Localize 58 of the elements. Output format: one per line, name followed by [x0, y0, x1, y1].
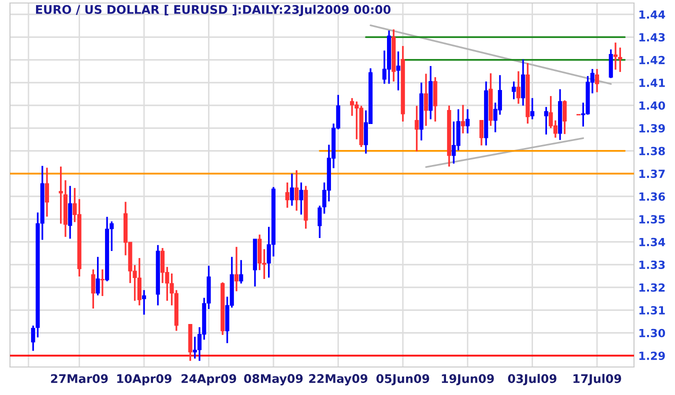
candlestick	[91, 268, 96, 310]
candlestick	[299, 182, 304, 216]
y-tick-label: 1.31	[639, 306, 665, 315]
x-tick-label: 24Apr09	[182, 374, 236, 386]
candlestick	[68, 185, 72, 240]
x-tick-label: 27Mar09	[51, 374, 108, 384]
y-tick-label: 1.42	[639, 56, 665, 64]
candlestick	[239, 259, 244, 284]
candlestick	[479, 120, 484, 146]
y-tick-label: 1.35	[639, 215, 665, 224]
candlestick	[512, 80, 516, 100]
candlestick	[460, 104, 466, 134]
candlestick	[234, 246, 239, 292]
y-tick-label: 1.29	[639, 352, 665, 360]
candlestick	[530, 97, 534, 120]
y-tick-label: 1.33	[639, 260, 665, 270]
x-tick-label: 22May09	[309, 374, 368, 386]
candlestick	[414, 104, 419, 152]
candlestick	[350, 97, 354, 117]
candlestick	[160, 247, 165, 284]
candlestick	[562, 100, 567, 135]
y-tick-label: 1.37	[639, 170, 665, 178]
y-tick-label: 1.43	[639, 33, 665, 42]
candlestick	[100, 268, 104, 297]
x-tick-label: 05Jun09	[376, 374, 430, 386]
y-tick-label: 1.38	[639, 146, 665, 156]
x-tick-label: 03Jul09	[508, 374, 556, 386]
candlestick	[613, 42, 618, 70]
y-tick-label: 1.34	[639, 238, 666, 246]
candlestick	[290, 172, 294, 207]
candlestick	[285, 182, 290, 209]
y-tick-label: 1.36	[639, 192, 665, 201]
x-tick-label: 08May09	[244, 374, 303, 386]
candlestick	[618, 46, 622, 73]
candlestick	[594, 68, 600, 94]
y-tick-label: 1.41	[639, 78, 665, 87]
candlestick	[294, 169, 299, 212]
candlestick	[96, 256, 100, 296]
y-tick-label: 1.40	[639, 101, 666, 110]
candlestick	[544, 106, 548, 136]
candlestick	[516, 70, 520, 105]
x-tick-label: 17Jul09	[574, 374, 622, 386]
y-tick-label: 1.44	[639, 10, 666, 19]
candlestick	[521, 58, 526, 106]
candlestick	[142, 289, 146, 316]
chart-title: EURO / US DOLLAR [ EURUSD ]:DAILY:23Jul2009 00:00	[36, 4, 391, 16]
candlestick	[424, 72, 428, 127]
candlestick	[608, 48, 613, 79]
y-tick-label: 1.30	[639, 328, 666, 338]
y-tick-label: 1.32	[639, 283, 665, 292]
candlestick	[466, 108, 470, 134]
x-tick-label: 19Jun09	[442, 374, 494, 386]
candlestick	[137, 257, 142, 306]
candlestick	[396, 50, 400, 92]
y-tick-label: 1.39	[639, 124, 665, 133]
candlestick	[318, 204, 322, 239]
x-tick-label: 10Apr09	[117, 374, 172, 386]
candlestick	[44, 166, 50, 218]
